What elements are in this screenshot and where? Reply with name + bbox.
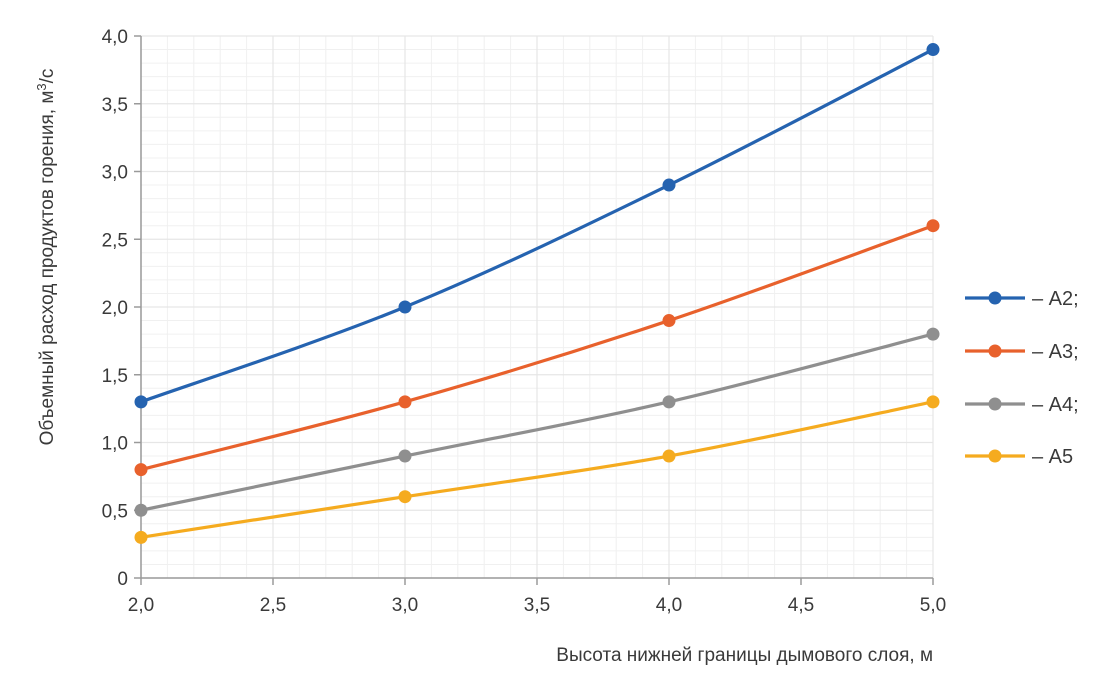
y-tick-label: 3,0 bbox=[102, 163, 128, 184]
legend-label: – А3; bbox=[1032, 341, 1079, 363]
x-tick-label: 2,5 bbox=[260, 595, 286, 616]
data-point bbox=[134, 530, 148, 544]
y-axis-title-sup: 3 bbox=[34, 83, 49, 90]
x-axis-ticks: 2,0 2,5 3,0 3,5 4,0 4,5 5,0 bbox=[128, 578, 946, 616]
x-tick-label: 3,0 bbox=[392, 595, 418, 616]
data-point bbox=[662, 449, 676, 463]
data-point bbox=[398, 490, 412, 504]
legend-label: – А5 bbox=[1032, 446, 1073, 468]
y-tick-label: 1,5 bbox=[102, 366, 128, 387]
y-axis-title-tail: /с bbox=[37, 69, 58, 84]
y-tick-label: 2,0 bbox=[102, 298, 128, 319]
y-tick-label: 0 bbox=[117, 569, 128, 590]
data-point bbox=[398, 300, 412, 314]
data-point bbox=[662, 314, 676, 328]
data-point bbox=[926, 219, 940, 233]
y-tick-label: 2,5 bbox=[102, 230, 128, 251]
y-tick-label: 0,5 bbox=[102, 501, 128, 522]
x-tick-label: 4,5 bbox=[788, 595, 814, 616]
data-point bbox=[662, 395, 676, 409]
series-line-1 bbox=[139, 47, 935, 404]
x-tick-label: 2,0 bbox=[128, 595, 154, 616]
data-point bbox=[926, 395, 940, 409]
series-line-3 bbox=[139, 332, 935, 512]
y-tick-label: 3,5 bbox=[102, 95, 128, 116]
data-point bbox=[926, 43, 940, 57]
series-points bbox=[134, 43, 940, 544]
x-tick-label: 5,0 bbox=[920, 595, 946, 616]
series-line-4 bbox=[139, 400, 935, 539]
y-axis-title-main: Объемный расход продуктов горения, м bbox=[37, 91, 58, 446]
data-point bbox=[662, 178, 676, 192]
y-tick-label: 4,0 bbox=[102, 27, 128, 48]
legend-marker bbox=[988, 397, 1002, 411]
data-point bbox=[398, 395, 412, 409]
legend-marker bbox=[988, 449, 1002, 463]
legend-marker bbox=[988, 291, 1002, 305]
data-point bbox=[134, 503, 148, 517]
legend: – А2; – А3; – А4; – А5 bbox=[965, 288, 1079, 468]
data-point bbox=[134, 395, 148, 409]
y-axis-title: Объемный расход продуктов горения, м3/с bbox=[34, 69, 58, 446]
x-axis-title: Высота нижней границы дымового слоя, м bbox=[556, 645, 933, 666]
y-tick-label: 1,0 bbox=[102, 434, 128, 455]
series-line-2 bbox=[139, 224, 935, 472]
series-lines bbox=[139, 47, 935, 539]
data-point bbox=[926, 327, 940, 341]
legend-marker bbox=[988, 344, 1002, 358]
data-point bbox=[398, 449, 412, 463]
legend-label: – А2; bbox=[1032, 288, 1079, 310]
legend-label: – А4; bbox=[1032, 394, 1079, 416]
x-tick-label: 4,0 bbox=[656, 595, 682, 616]
y-axis-ticks: 0 0,5 1,0 1,5 2,0 2,5 3,0 3,5 4,0 bbox=[102, 27, 141, 590]
data-point bbox=[134, 463, 148, 477]
x-tick-label: 3,5 bbox=[524, 595, 550, 616]
